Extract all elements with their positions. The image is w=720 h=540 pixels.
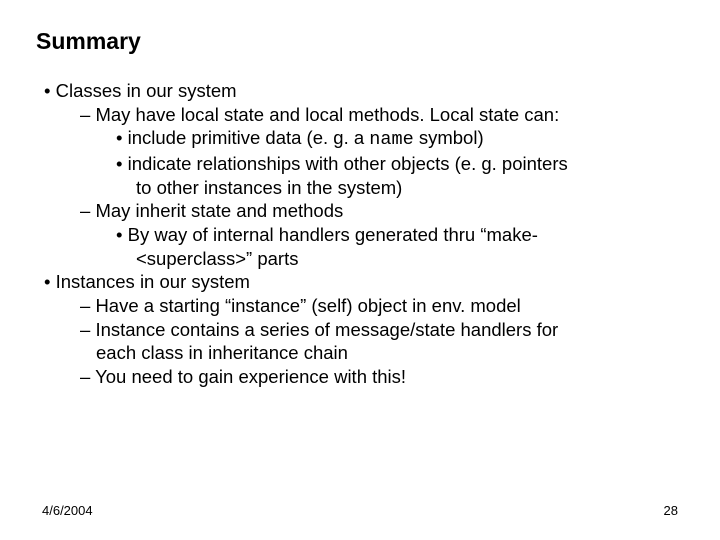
text: You need to gain experience with this! <box>95 366 406 387</box>
footer-date: 4/6/2004 <box>42 503 93 518</box>
bullet-handlers: • By way of internal handlers generated … <box>36 223 684 247</box>
bullet-classes: • Classes in our system <box>36 79 684 103</box>
bullet-handlers-cont: <superclass>” parts <box>36 247 684 271</box>
bullet-relationships: • indicate relationships with other obje… <box>36 152 684 176</box>
bullet-local-state: – May have local state and local methods… <box>36 103 684 127</box>
slide-title: Summary <box>36 28 684 55</box>
text: Instances in our system <box>56 271 250 292</box>
slide-body: • Classes in our system – May have local… <box>36 79 684 389</box>
bullet-primitive: • include primitive data (e. g. a name s… <box>36 126 684 152</box>
bullet-l3-icon: • <box>116 126 122 150</box>
text: each class in inheritance chain <box>96 342 348 363</box>
text: <superclass>” parts <box>136 248 298 269</box>
text-post: symbol) <box>414 127 484 148</box>
bullet-l2-icon: – <box>80 294 90 318</box>
text: May inherit state and methods <box>95 200 343 221</box>
code-name: name <box>369 129 413 150</box>
bullet-l2-icon: – <box>80 365 90 389</box>
text: By way of internal handlers generated th… <box>128 224 538 245</box>
bullet-l2-icon: – <box>80 103 90 127</box>
bullet-starting: – Have a starting “instance” (self) obje… <box>36 294 684 318</box>
bullet-l2-icon: – <box>80 318 90 342</box>
text: indicate relationships with other object… <box>128 153 568 174</box>
text: Instance contains a series of message/st… <box>95 319 558 340</box>
bullet-l2-icon: – <box>80 199 90 223</box>
bullet-l3-icon: • <box>116 152 122 176</box>
text-pre: include primitive data (e. g. a <box>128 127 370 148</box>
slide-footer: 4/6/2004 28 <box>42 503 678 518</box>
text: Classes in our system <box>56 80 237 101</box>
text: to other instances in the system) <box>136 177 402 198</box>
bullet-l1-icon: • <box>44 270 50 294</box>
text: May have local state and local methods. … <box>95 104 559 125</box>
bullet-l3-icon: • <box>116 223 122 247</box>
bullet-relationships-cont: to other instances in the system) <box>36 176 684 200</box>
bullet-series: – Instance contains a series of message/… <box>36 318 684 342</box>
bullet-inherit: – May inherit state and methods <box>36 199 684 223</box>
bullet-l1-icon: • <box>44 79 50 103</box>
bullet-instances: • Instances in our system <box>36 270 684 294</box>
bullet-series-cont: each class in inheritance chain <box>36 341 684 365</box>
text: Have a starting “instance” (self) object… <box>95 295 520 316</box>
footer-page-number: 28 <box>664 503 678 518</box>
bullet-experience: – You need to gain experience with this! <box>36 365 684 389</box>
